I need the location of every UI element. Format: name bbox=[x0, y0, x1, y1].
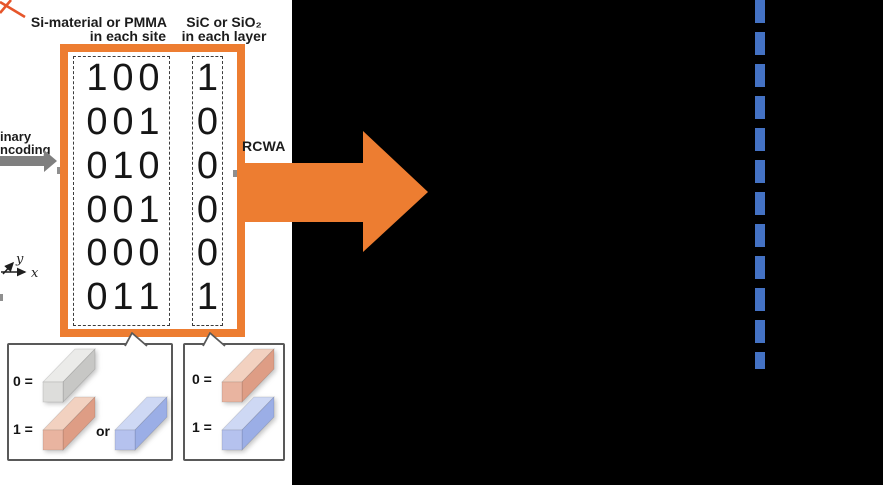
matrix-digit: 0 bbox=[112, 57, 134, 99]
matrix-digit: 0 bbox=[196, 145, 219, 187]
column-header-layer-line1: SiC or SiO₂ bbox=[186, 14, 262, 30]
matrix-digit: 1 bbox=[138, 101, 160, 143]
salmon-material-bar-icon bbox=[221, 348, 275, 403]
layer-matrix: 1 0 0 0 0 1 bbox=[192, 56, 223, 326]
matrix-digit: 0 bbox=[196, 101, 219, 143]
legend-one-label: 1 = bbox=[192, 419, 212, 435]
matrix-digit: 0 bbox=[86, 145, 108, 187]
matrix-digit: 1 bbox=[196, 57, 219, 99]
matrix-digit: 0 bbox=[112, 101, 134, 143]
gray-material-bar-icon bbox=[42, 348, 96, 403]
legend-one-label: 1 = bbox=[13, 421, 33, 437]
matrix-digit: 0 bbox=[86, 276, 108, 318]
dashed-cut-line bbox=[755, 0, 765, 369]
selection-handle bbox=[233, 170, 239, 177]
site-matrix: 1 0 0 0 0 1 0 1 0 0 0 1 0 0 0 0 1 1 bbox=[73, 56, 170, 326]
scribble-x-icon bbox=[0, 0, 26, 19]
matrix-digit: 0 bbox=[86, 232, 108, 274]
matrix-digit: 0 bbox=[196, 189, 219, 231]
callout-tail-icon bbox=[124, 332, 148, 347]
legend-zero-label: 0 = bbox=[13, 373, 33, 389]
column-header-site-line2: in each site bbox=[89, 28, 166, 44]
matrix-digit: 0 bbox=[112, 189, 134, 231]
matrix-digit: 1 bbox=[112, 276, 134, 318]
encoding-arrow-icon bbox=[0, 150, 57, 172]
legend-or-label: or bbox=[96, 423, 110, 439]
binary-encoding-label-line2: ncoding bbox=[0, 142, 51, 157]
matrix-digit: 1 bbox=[196, 276, 219, 318]
matrix-digit: 0 bbox=[112, 232, 134, 274]
matrix-digit: 1 bbox=[138, 189, 160, 231]
matrix-digit: 0 bbox=[86, 101, 108, 143]
matrix-digit: 0 bbox=[196, 232, 219, 274]
matrix-digit: 0 bbox=[86, 189, 108, 231]
coordinate-axes-icon: y x bbox=[1, 252, 39, 280]
highlight-frame bbox=[60, 44, 245, 337]
column-header-layer-line2: in each layer bbox=[181, 28, 267, 44]
matrix-digit: 1 bbox=[138, 276, 160, 318]
selection-handle bbox=[0, 294, 3, 301]
legend-zero-label: 0 = bbox=[192, 371, 212, 387]
x-axis-label: x bbox=[31, 266, 39, 280]
rcwa-label: RCWA bbox=[242, 138, 286, 154]
salmon-material-bar-icon bbox=[42, 396, 96, 451]
matrix-digit: 0 bbox=[138, 57, 160, 99]
matrix-digit: 0 bbox=[138, 145, 160, 187]
matrix-digit: 1 bbox=[86, 57, 108, 99]
column-header-site-line1: Si-material or PMMA bbox=[30, 14, 167, 30]
callout-tail-icon bbox=[202, 332, 226, 347]
blue-material-bar-icon bbox=[114, 396, 168, 451]
binary-encoding-label-line1: inary bbox=[0, 129, 32, 144]
matrix-digit: 1 bbox=[112, 145, 134, 187]
y-axis-label: y bbox=[15, 252, 24, 267]
blue-material-bar-icon bbox=[221, 396, 275, 451]
matrix-digit: 0 bbox=[138, 232, 160, 274]
flow-arrow-icon bbox=[244, 131, 428, 252]
